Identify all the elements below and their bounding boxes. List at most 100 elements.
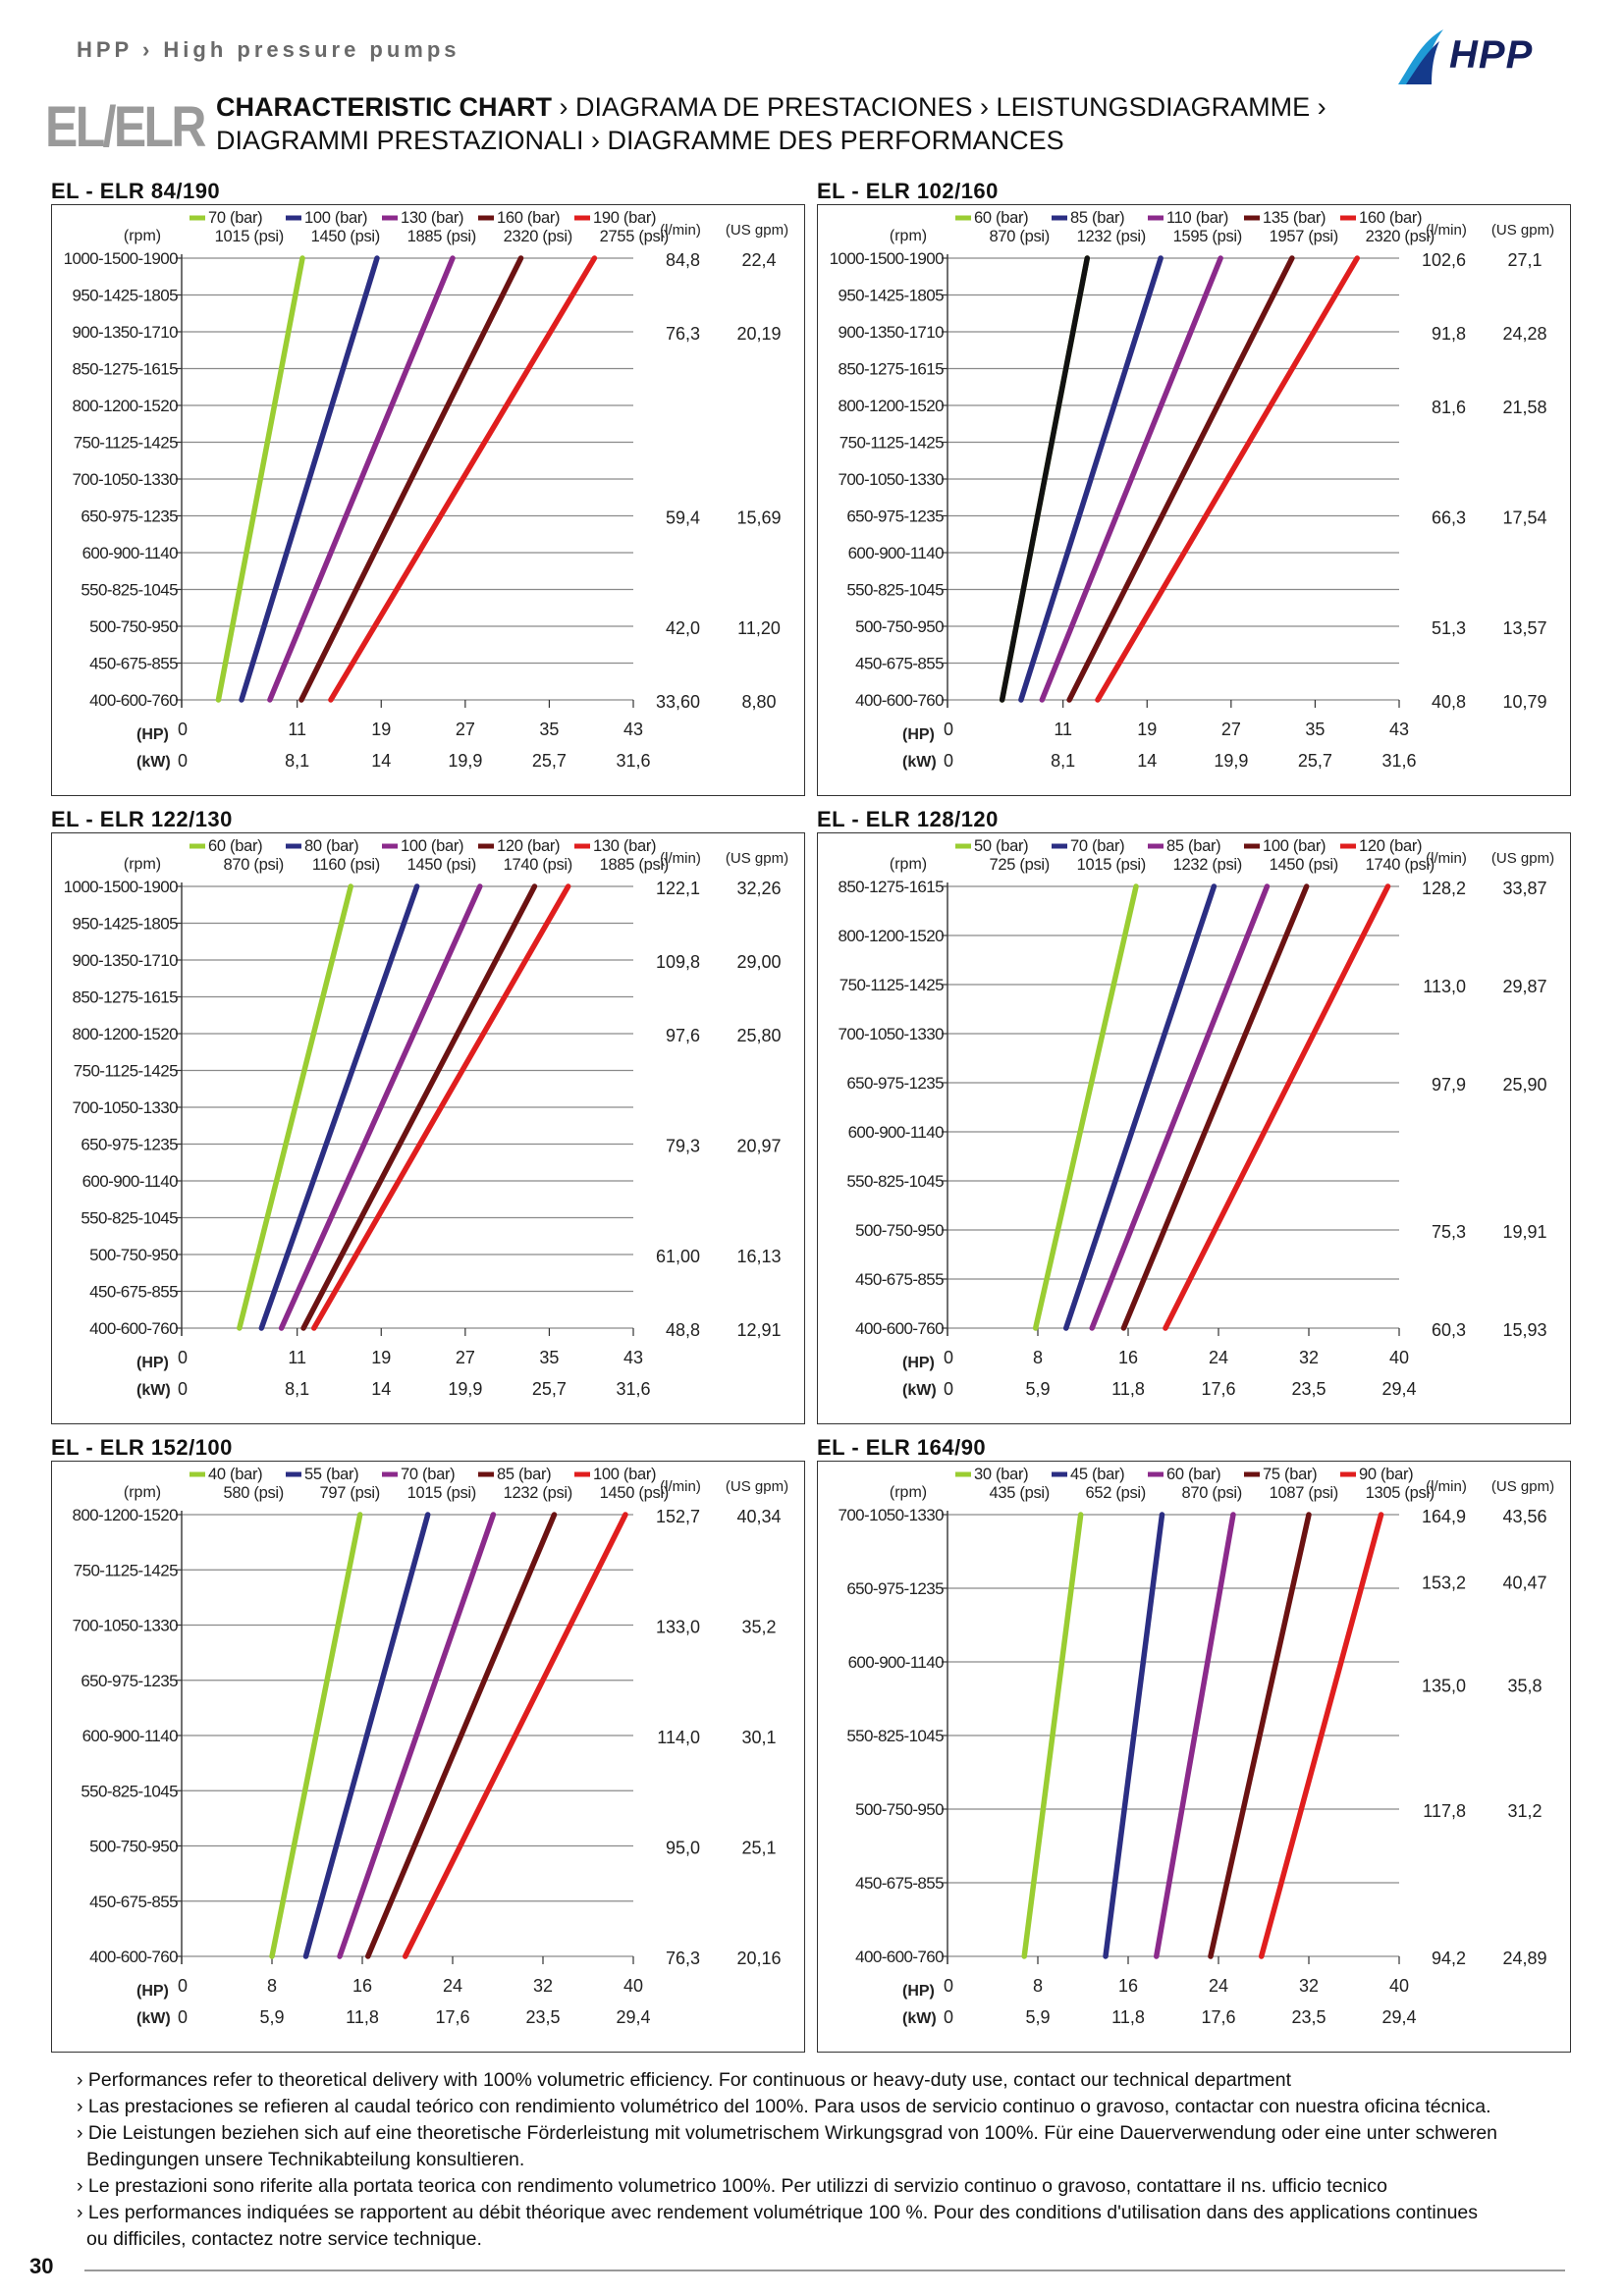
y-tick-label: 400-600-760 xyxy=(89,691,178,710)
x-tick-label-hp: 27 xyxy=(456,720,475,739)
flow-usgpm-label: 29,87 xyxy=(1502,977,1546,996)
x-tick-label-hp: 19 xyxy=(1137,720,1157,739)
series-line-red xyxy=(328,255,598,703)
y-tick-label: 750-1125-1425 xyxy=(839,434,944,453)
y-tick-label: 800-1200-1520 xyxy=(838,397,944,415)
x-tick-label-kw: 8,1 xyxy=(285,751,309,771)
y-tick-label: 500-750-950 xyxy=(855,1800,944,1819)
note-line: ou difficiles, contactez notre service t… xyxy=(86,2228,482,2250)
x-tick-label-kw: 19,9 xyxy=(1214,751,1248,771)
legend-bar-label: 85 (bar) xyxy=(497,1466,551,1483)
series-line-red xyxy=(1163,883,1391,1331)
flow-lmin-label: 66,3 xyxy=(1432,508,1466,528)
legend-bar-label: 60 (bar) xyxy=(974,209,1028,227)
x-tick-label-hp: 0 xyxy=(178,720,188,739)
series-line-green xyxy=(237,883,353,1331)
flow-lmin-label: 76,3 xyxy=(666,324,700,344)
x-tick-label-kw: 0 xyxy=(944,2007,953,2027)
legend-psi-label: 1015 (psi) xyxy=(1077,856,1146,874)
x-tick-label-kw: 31,6 xyxy=(616,1379,650,1399)
flow-lmin-label: 59,4 xyxy=(666,508,700,528)
flow-lmin-label: 152,7 xyxy=(656,1507,700,1526)
flow-usgpm-label: 16,13 xyxy=(736,1247,781,1266)
chart-svg-1: 1000-1500-1900 950-1425-1805 900-1350-1710… xyxy=(64,209,788,771)
y-tick-label: 650-975-1235 xyxy=(846,1074,944,1093)
heading-bold: CHARACTERISTIC CHART xyxy=(216,92,552,122)
flow-lmin-label: 95,0 xyxy=(666,1839,700,1858)
legend-psi-label: 652 (psi) xyxy=(1086,1484,1147,1502)
flow-usgpm-label: 30,1 xyxy=(741,1728,776,1747)
x-tick-label-kw: 14 xyxy=(371,751,391,771)
x-tick-label-hp: 35 xyxy=(1305,720,1325,739)
x-tick-label-kw: 23,5 xyxy=(1291,1379,1326,1399)
y-tick-label: 750-1125-1425 xyxy=(839,976,944,994)
legend-psi-label: 1232 (psi) xyxy=(1077,228,1146,245)
y-tick-label: 850-1275-1615 xyxy=(838,360,944,379)
legend-bar-label: 50 (bar) xyxy=(974,837,1028,855)
x-tick-label-kw: 11,8 xyxy=(1111,2007,1145,2027)
series-line-navy xyxy=(258,883,420,1331)
legend-psi-label: 1450 (psi) xyxy=(600,1484,669,1502)
flow-usgpm-label: 19,91 xyxy=(1502,1222,1546,1242)
flow-header-lmin: (l/min) xyxy=(660,222,701,239)
y-axis-label: (rpm) xyxy=(890,856,927,873)
flow-lmin-label: 84,8 xyxy=(666,250,700,270)
y-tick-label: 700-1050-1330 xyxy=(838,1025,944,1043)
chart-title-2: EL - ELR 102/160 xyxy=(817,179,999,203)
model-badge: EL/ELR xyxy=(45,95,206,159)
flow-lmin-label: 42,0 xyxy=(666,618,700,638)
legend-bar-label: 85 (bar) xyxy=(1070,209,1124,227)
legend-psi-label: 1740 (psi) xyxy=(1366,856,1435,874)
series-line-purple xyxy=(1154,1512,1236,1959)
footer-divider xyxy=(84,2269,1565,2271)
x-tick-label-hp: 24 xyxy=(1209,1348,1228,1367)
x-axis-label-kw: (kW) xyxy=(136,1382,171,1399)
flow-lmin-label: 79,3 xyxy=(666,1137,700,1156)
y-tick-label: 400-600-760 xyxy=(855,1948,944,1966)
y-tick-label: 1000-1500-1900 xyxy=(830,249,945,268)
legend-bar-label: 30 (bar) xyxy=(974,1466,1028,1483)
note-line: › Die Leistungen beziehen sich auf eine … xyxy=(77,2122,1498,2144)
y-tick-label: 1000-1500-1900 xyxy=(64,878,179,896)
note-line: › Las prestaciones se refieren al caudal… xyxy=(77,2096,1491,2117)
flow-usgpm-label: 12,91 xyxy=(736,1320,781,1340)
y-axis-label: (rpm) xyxy=(124,1484,161,1501)
series-line-black xyxy=(999,255,1091,703)
legend-psi-label: 1015 (psi) xyxy=(215,228,284,245)
y-tick-label: 450-675-855 xyxy=(89,1283,178,1302)
legend-bar-label: 100 (bar) xyxy=(593,1466,656,1483)
legend-psi-label: 725 (psi) xyxy=(990,856,1051,874)
legend-bar-label: 100 (bar) xyxy=(304,209,367,227)
legend-bar-label: 100 (bar) xyxy=(401,837,463,855)
x-tick-label-hp: 8 xyxy=(267,1976,277,1996)
legend-bar-label: 60 (bar) xyxy=(1166,1466,1220,1483)
legend-psi-label: 1450 (psi) xyxy=(407,856,476,874)
x-tick-label-hp: 40 xyxy=(1389,1348,1409,1367)
legend-bar-label: 120 (bar) xyxy=(1359,837,1422,855)
y-tick-label: 500-750-950 xyxy=(89,1246,178,1264)
flow-usgpm-label: 15,69 xyxy=(736,508,781,528)
page-number: 30 xyxy=(29,2254,54,2278)
x-axis-label-hp: (HP) xyxy=(136,726,169,743)
y-tick-label: 600-900-1140 xyxy=(848,1123,945,1142)
y-tick-label: 600-900-1140 xyxy=(848,1653,945,1672)
y-tick-label: 600-900-1140 xyxy=(82,1727,179,1745)
chart-panel-3: 1000-1500-1900 950-1425-1805 900-1350-1710… xyxy=(51,832,805,1424)
legend-psi-label: 1305 (psi) xyxy=(1366,1484,1435,1502)
x-tick-label-kw: 5,9 xyxy=(1025,2007,1050,2027)
flow-usgpm-label: 33,87 xyxy=(1502,879,1546,898)
y-axis-label: (rpm) xyxy=(890,228,927,244)
notes: › Performances refer to theoretical deli… xyxy=(77,2067,1589,2253)
legend-psi-label: 2320 (psi) xyxy=(1366,228,1435,245)
y-tick-label: 600-900-1140 xyxy=(82,1172,179,1191)
legend-bar-label: 130 (bar) xyxy=(401,209,463,227)
flow-usgpm-label: 21,58 xyxy=(1502,398,1546,417)
y-tick-label: 850-1275-1615 xyxy=(72,988,178,1007)
flow-lmin-label: 102,6 xyxy=(1422,250,1466,270)
x-tick-label-kw: 29,4 xyxy=(1381,2007,1416,2027)
flow-header-usgpm: (US gpm) xyxy=(1491,850,1554,867)
y-axis-label: (rpm) xyxy=(124,856,161,873)
series-line-brown xyxy=(1066,255,1295,703)
x-tick-label-hp: 27 xyxy=(456,1348,475,1367)
legend-psi-label: 580 (psi) xyxy=(224,1484,285,1502)
